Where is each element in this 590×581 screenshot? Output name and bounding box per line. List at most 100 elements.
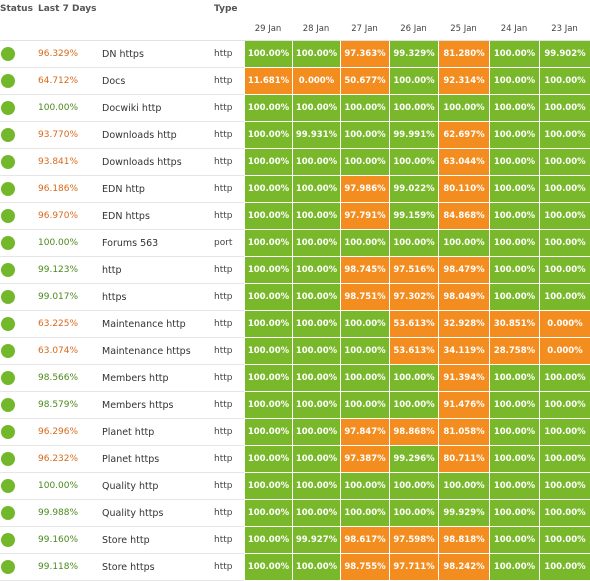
- table-row[interactable]: 98.579% Members https http 100.00% 100.00% 10…: [0, 392, 590, 419]
- daily-uptime-cell[interactable]: 100.00%: [244, 527, 292, 554]
- daily-uptime-cell[interactable]: 100.00%: [244, 284, 292, 311]
- daily-uptime-cell[interactable]: 100.00%: [489, 149, 539, 176]
- daily-uptime-cell[interactable]: 100.00%: [539, 95, 590, 122]
- daily-uptime-cell[interactable]: 100.00%: [539, 230, 590, 257]
- check-name[interactable]: EDN https: [102, 203, 214, 230]
- daily-uptime-cell[interactable]: 100.00%: [389, 95, 438, 122]
- daily-uptime-cell[interactable]: 100.00%: [539, 203, 590, 230]
- daily-uptime-cell[interactable]: 100.00%: [292, 41, 340, 68]
- daily-uptime-cell[interactable]: 100.00%: [244, 311, 292, 338]
- daily-uptime-cell[interactable]: 100.00%: [244, 257, 292, 284]
- header-last-7-days[interactable]: Last 7 Days: [38, 4, 97, 14]
- check-name[interactable]: EDN http: [102, 176, 214, 203]
- table-row[interactable]: 100.00% Forums 563 port 100.00% 100.00% 100.0…: [0, 230, 590, 257]
- daily-uptime-cell[interactable]: 100.00%: [489, 68, 539, 95]
- daily-uptime-cell[interactable]: 100.00%: [292, 284, 340, 311]
- daily-uptime-cell[interactable]: 100.00%: [438, 230, 489, 257]
- daily-uptime-cell[interactable]: 97.791%: [340, 203, 389, 230]
- daily-uptime-cell[interactable]: 100.00%: [244, 392, 292, 419]
- daily-uptime-cell[interactable]: 100.00%: [539, 473, 590, 500]
- header-status[interactable]: Status: [0, 4, 33, 14]
- daily-uptime-cell[interactable]: 100.00%: [340, 149, 389, 176]
- daily-uptime-cell[interactable]: 100.00%: [244, 122, 292, 149]
- daily-uptime-cell[interactable]: 100.00%: [292, 149, 340, 176]
- daily-uptime-cell[interactable]: 100.00%: [389, 149, 438, 176]
- daily-uptime-cell[interactable]: 100.00%: [244, 41, 292, 68]
- daily-uptime-cell[interactable]: 80.711%: [438, 446, 489, 473]
- check-name[interactable]: Planet http: [102, 419, 214, 446]
- table-row[interactable]: 99.160% Store http http 100.00% 99.927% 98.61…: [0, 527, 590, 554]
- check-name[interactable]: Quality https: [102, 500, 214, 527]
- daily-uptime-cell[interactable]: 100.00%: [292, 257, 340, 284]
- daily-uptime-cell[interactable]: 100.00%: [389, 500, 438, 527]
- daily-uptime-cell[interactable]: 91.394%: [438, 365, 489, 392]
- daily-uptime-cell[interactable]: 100.00%: [292, 203, 340, 230]
- daily-uptime-cell[interactable]: 100.00%: [539, 365, 590, 392]
- daily-uptime-cell[interactable]: 100.00%: [489, 554, 539, 581]
- daily-uptime-cell[interactable]: 63.044%: [438, 149, 489, 176]
- daily-uptime-cell[interactable]: 100.00%: [489, 176, 539, 203]
- daily-uptime-cell[interactable]: 0.000%: [539, 338, 590, 365]
- table-row[interactable]: 96.329% DN https http 100.00% 100.00% 97.363%…: [0, 41, 590, 68]
- check-name[interactable]: Docwiki http: [102, 95, 214, 122]
- daily-uptime-cell[interactable]: 100.00%: [389, 230, 438, 257]
- daily-uptime-cell[interactable]: 100.00%: [539, 554, 590, 581]
- daily-uptime-cell[interactable]: 100.00%: [292, 311, 340, 338]
- daily-uptime-cell[interactable]: 99.929%: [438, 500, 489, 527]
- table-row[interactable]: 99.118% Store https http 100.00% 100.00% 98.7…: [0, 554, 590, 581]
- daily-uptime-cell[interactable]: 100.00%: [489, 122, 539, 149]
- daily-uptime-cell[interactable]: 100.00%: [340, 230, 389, 257]
- daily-uptime-cell[interactable]: 53.613%: [389, 338, 438, 365]
- daily-uptime-cell[interactable]: 100.00%: [292, 230, 340, 257]
- table-row[interactable]: 99.017% https http 100.00% 100.00% 98.751% 97.…: [0, 284, 590, 311]
- table-row[interactable]: 96.296% Planet http http 100.00% 100.00% 97.8…: [0, 419, 590, 446]
- daily-uptime-cell[interactable]: 100.00%: [489, 527, 539, 554]
- table-row[interactable]: 64.712% Docs http 11.681% 0.000% 50.677% 100.0…: [0, 68, 590, 95]
- daily-uptime-cell[interactable]: 97.516%: [389, 257, 438, 284]
- daily-uptime-cell[interactable]: 100.00%: [389, 473, 438, 500]
- daily-uptime-cell[interactable]: 99.159%: [389, 203, 438, 230]
- daily-uptime-cell[interactable]: 98.818%: [438, 527, 489, 554]
- daily-uptime-cell[interactable]: 100.00%: [489, 203, 539, 230]
- daily-uptime-cell[interactable]: 99.022%: [389, 176, 438, 203]
- daily-uptime-cell[interactable]: 100.00%: [489, 392, 539, 419]
- daily-uptime-cell[interactable]: 84.868%: [438, 203, 489, 230]
- table-row[interactable]: 93.841% Downloads https http 100.00% 100.00%…: [0, 149, 590, 176]
- daily-uptime-cell[interactable]: 100.00%: [489, 365, 539, 392]
- daily-uptime-cell[interactable]: 100.00%: [292, 500, 340, 527]
- daily-uptime-cell[interactable]: 100.00%: [292, 365, 340, 392]
- daily-uptime-cell[interactable]: 100.00%: [489, 500, 539, 527]
- check-name[interactable]: Downloads http: [102, 122, 214, 149]
- daily-uptime-cell[interactable]: 100.00%: [292, 446, 340, 473]
- check-name[interactable]: Members https: [102, 392, 214, 419]
- daily-uptime-cell[interactable]: 100.00%: [489, 446, 539, 473]
- daily-uptime-cell[interactable]: 98.745%: [340, 257, 389, 284]
- daily-uptime-cell[interactable]: 100.00%: [389, 365, 438, 392]
- daily-uptime-cell[interactable]: 100.00%: [292, 554, 340, 581]
- check-name[interactable]: Docs: [102, 68, 214, 95]
- daily-uptime-cell[interactable]: 100.00%: [292, 176, 340, 203]
- daily-uptime-cell[interactable]: 100.00%: [438, 473, 489, 500]
- table-row[interactable]: 98.566% Members http http 100.00% 100.00% 100…: [0, 365, 590, 392]
- daily-uptime-cell[interactable]: 100.00%: [539, 176, 590, 203]
- daily-uptime-cell[interactable]: 100.00%: [244, 338, 292, 365]
- daily-uptime-cell[interactable]: 97.847%: [340, 419, 389, 446]
- daily-uptime-cell[interactable]: 100.00%: [539, 122, 590, 149]
- daily-uptime-cell[interactable]: 32.928%: [438, 311, 489, 338]
- check-name[interactable]: DN https: [102, 41, 214, 68]
- daily-uptime-cell[interactable]: 28.758%: [489, 338, 539, 365]
- table-row[interactable]: 96.232% Planet https http 100.00% 100.00% 97.…: [0, 446, 590, 473]
- table-row[interactable]: 96.186% EDN http http 100.00% 100.00% 97.986%…: [0, 176, 590, 203]
- daily-uptime-cell[interactable]: 97.387%: [340, 446, 389, 473]
- table-row[interactable]: 63.074% Maintenance https http 100.00% 100.0…: [0, 338, 590, 365]
- daily-uptime-cell[interactable]: 100.00%: [244, 419, 292, 446]
- check-name[interactable]: Members http: [102, 365, 214, 392]
- daily-uptime-cell[interactable]: 100.00%: [340, 473, 389, 500]
- daily-uptime-cell[interactable]: 97.302%: [389, 284, 438, 311]
- daily-uptime-cell[interactable]: 100.00%: [244, 473, 292, 500]
- daily-uptime-cell[interactable]: 62.697%: [438, 122, 489, 149]
- daily-uptime-cell[interactable]: 100.00%: [244, 446, 292, 473]
- daily-uptime-cell[interactable]: 81.280%: [438, 41, 489, 68]
- daily-uptime-cell[interactable]: 30.851%: [489, 311, 539, 338]
- daily-uptime-cell[interactable]: 100.00%: [244, 95, 292, 122]
